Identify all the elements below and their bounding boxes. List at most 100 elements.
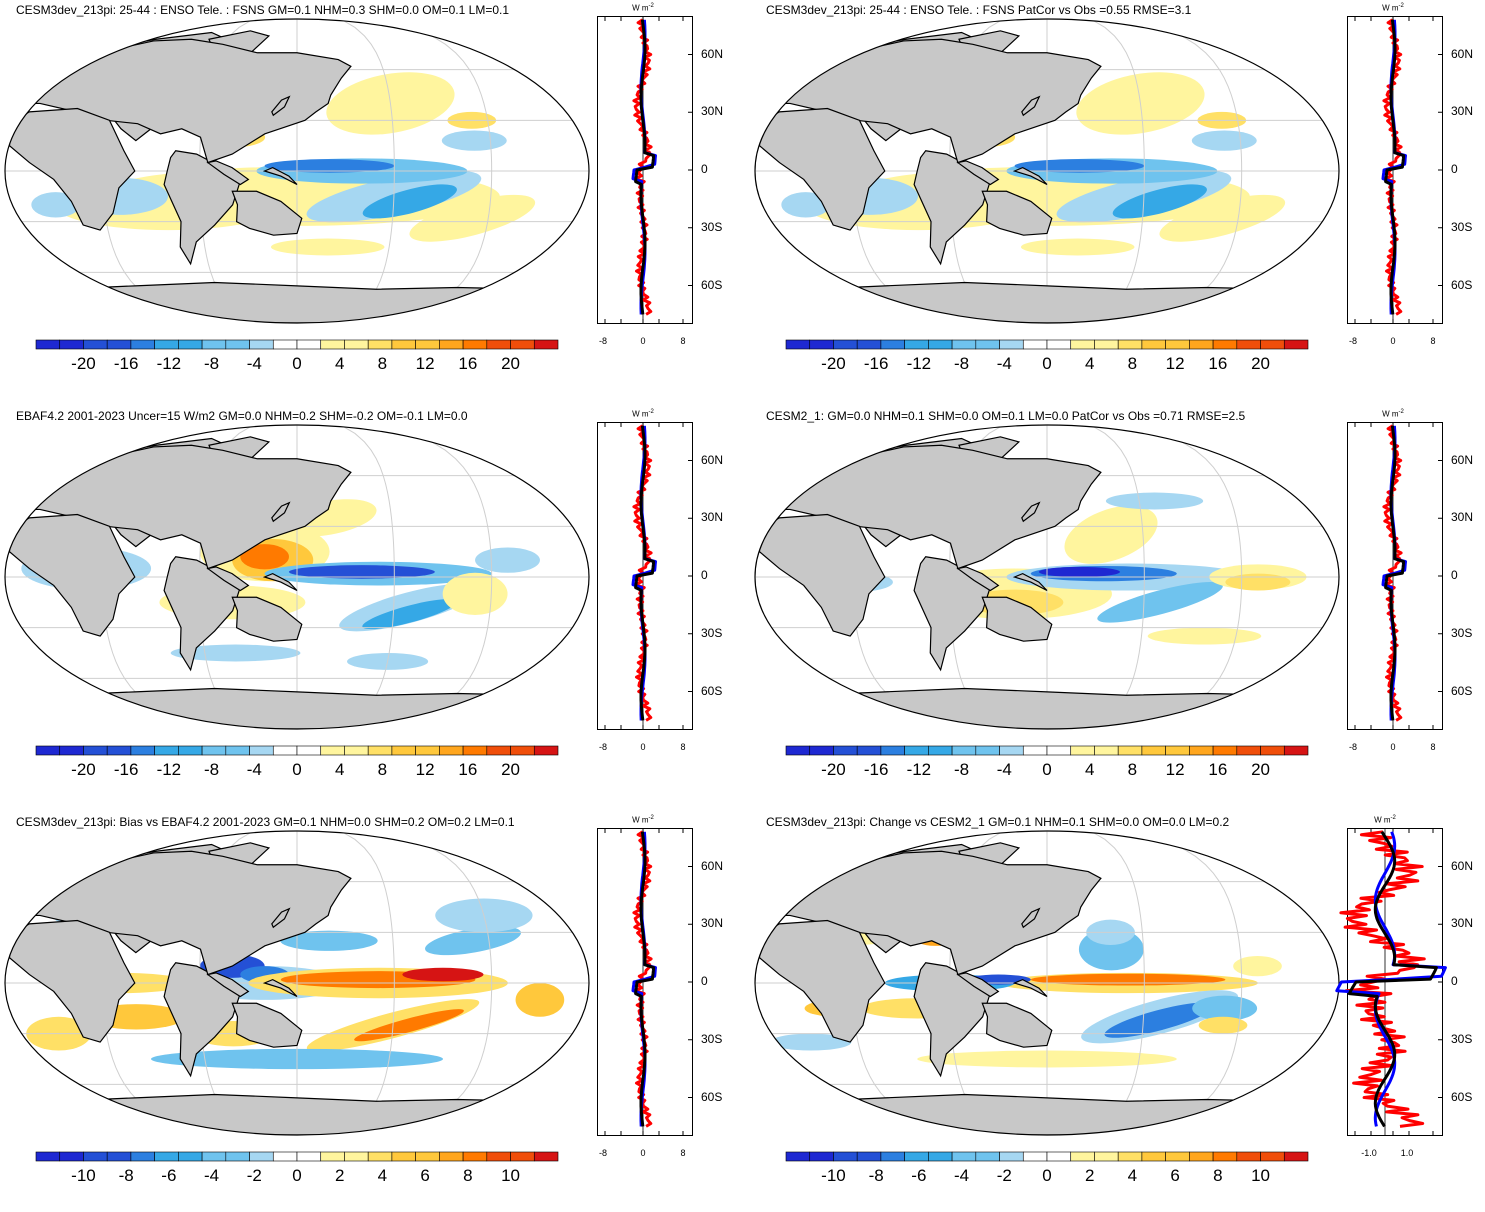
colorbar-tick-label: 4 <box>1127 1166 1138 1185</box>
latitude-tick-label: 60N <box>701 858 724 873</box>
colorbar <box>35 1151 559 1162</box>
colorbar-tick-label: -6 <box>911 1166 927 1185</box>
colorbar-tick-label: 0 <box>292 760 302 779</box>
latitude-tick-label: 30S <box>701 219 723 234</box>
colorbar-tick-label: 8 <box>1127 354 1138 373</box>
zonal-plot-x-tick-label: 8 <box>680 742 686 752</box>
map-outline <box>754 18 1340 324</box>
zonal-mean-line-black <box>1384 425 1406 721</box>
panel-p2: CESM3dev_213pi: 25-44 : ENSO Tele. : FSN… <box>750 0 1485 400</box>
continent-australia <box>231 1002 303 1048</box>
zonal-plot-x-tick-label: 8 <box>680 336 686 346</box>
continent-antarctica <box>58 687 536 729</box>
unit-text: W m <box>1382 3 1399 13</box>
colorbar-tick-label: 12 <box>1165 354 1185 373</box>
continent-antarctica <box>808 281 1286 323</box>
colorbar-tick-label: 4 <box>377 1166 388 1185</box>
latitude-tick-label: 0 <box>701 974 708 988</box>
latitude-tick-label: 60N <box>1451 46 1474 61</box>
panel-p6: CESM3dev_213pi: Change vs CESM2_1 GM=0.1… <box>750 812 1485 1212</box>
continent-eurasia <box>15 38 352 164</box>
colorbar-tick-label: -8 <box>118 1166 134 1185</box>
panel-title: CESM3dev_213pi: 25-44 : ENSO Tele. : FSN… <box>16 3 510 17</box>
colorbar-tick-label: -16 <box>863 354 889 373</box>
zonal-plot-x-tick-label: 1.0 <box>1400 1148 1414 1158</box>
colorbar-tick-label: 2 <box>1084 1166 1095 1185</box>
colorbar-tick-label: -20 <box>821 760 846 779</box>
zonal-mean-plot <box>1335 828 1447 1136</box>
latitude-tick-label: 30N <box>701 104 724 119</box>
zonal-plot-x-tick-label: 8 <box>1430 742 1436 752</box>
latitude-tick-label: 60N <box>701 46 724 61</box>
colorbar-tick-label: -4 <box>204 1166 220 1185</box>
colorbar-tick-label: 6 <box>420 1166 430 1185</box>
continent-eurasia <box>15 444 352 570</box>
zonal-plot-x-tick-label: -8 <box>598 742 608 752</box>
panel-title: CESM3dev_213pi: 25-44 : ENSO Tele. : FSN… <box>766 3 1192 17</box>
unit-text: W m <box>632 815 649 825</box>
zonal-mean-plot <box>1347 16 1443 324</box>
colorbar-tick-label: -10 <box>71 1166 96 1185</box>
colorbar-tick-label: -8 <box>868 1166 884 1185</box>
zonal-mean-plot <box>597 16 693 324</box>
continent-australia <box>231 596 303 642</box>
colorbar-tick-label: -20 <box>821 354 846 373</box>
map-panel <box>4 830 590 1136</box>
continent-antarctica <box>808 1093 1286 1135</box>
latitude-tick-label: 30S <box>1451 1031 1473 1046</box>
colorbar-tick-label: 0 <box>1042 1166 1052 1185</box>
colorbar <box>785 745 1309 756</box>
colorbar-tick-label: -2 <box>996 1166 1012 1185</box>
continent-australia <box>981 190 1053 236</box>
latitude-tick-label: 30N <box>701 510 724 525</box>
continent-indonesia2 <box>262 978 298 998</box>
zonal-plot-x-tick-label: 0 <box>640 1148 646 1158</box>
map-outline <box>754 424 1340 730</box>
continent-eurasia <box>765 444 1102 570</box>
colorbar-tick-label: -12 <box>906 354 932 373</box>
colorbar-tick-label: -12 <box>156 354 182 373</box>
panel-p5: CESM3dev_213pi: Bias vs EBAF4.2 2001-202… <box>0 812 735 1212</box>
continent-australia <box>981 1002 1053 1048</box>
unit-text: W m <box>1382 409 1399 419</box>
latitude-tick-label: 30S <box>1451 219 1473 234</box>
colorbar-tick-label: 8 <box>377 354 388 373</box>
colorbar-tick-label: 4 <box>334 760 345 779</box>
latitude-tick-label: 30S <box>701 625 723 640</box>
land-mask <box>758 30 1286 323</box>
latitude-tick-label: 60S <box>701 683 723 698</box>
colorbar-tick-label: -2 <box>246 1166 262 1185</box>
continent-africa <box>8 107 136 231</box>
continent-indonesia2 <box>1012 572 1048 592</box>
continent-indonesia2 <box>262 166 298 186</box>
colorbar-tick-label: -12 <box>906 760 932 779</box>
panel-title: CESM3dev_213pi: Bias vs EBAF4.2 2001-202… <box>16 815 515 829</box>
continent-indonesia2 <box>1012 166 1048 186</box>
unit-text: W m <box>632 3 649 13</box>
continent-japan <box>1021 907 1041 929</box>
zonal-plot-x-tick-label: 0 <box>1390 742 1396 752</box>
unit-exponent: -2 <box>648 815 654 821</box>
continent-japan <box>271 907 291 929</box>
colorbar-tick-label: -8 <box>954 760 970 779</box>
continent-japan <box>1021 501 1041 523</box>
zonal-mean-plot <box>597 422 693 730</box>
colorbar-tick-label: 12 <box>415 354 435 373</box>
colorbar-tick-label: 12 <box>415 760 435 779</box>
colorbar <box>35 745 559 756</box>
zonal-plot-x-tick-label: 8 <box>1430 336 1436 346</box>
continent-australia <box>981 596 1053 642</box>
continent-antarctica <box>58 1093 536 1135</box>
continent-indonesia1 <box>956 972 1000 998</box>
continent-eurasia <box>15 850 352 976</box>
unit-exponent: -2 <box>1398 409 1404 415</box>
continent-eurasia <box>765 38 1102 164</box>
colorbar-tick-label: -12 <box>156 760 182 779</box>
panel-p1: CESM3dev_213pi: 25-44 : ENSO Tele. : FSN… <box>0 0 735 400</box>
latitude-tick-label: 60N <box>1451 858 1474 873</box>
colorbar-tick-label: -4 <box>996 354 1012 373</box>
colorbar-tick-label: -16 <box>863 760 889 779</box>
latitude-tick-label: 0 <box>1451 568 1458 582</box>
colorbar-tick-label: 4 <box>334 354 345 373</box>
unit-label: W m-2 <box>1382 3 1404 13</box>
